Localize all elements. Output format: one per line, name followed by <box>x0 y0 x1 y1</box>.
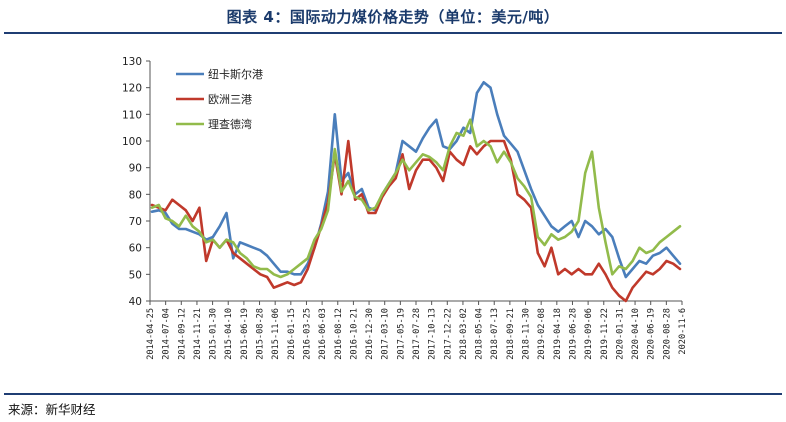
source-note: 来源：新华财经 <box>8 402 96 417</box>
x-tick-label: 2018-03-02 <box>459 308 469 360</box>
x-tick-label: 2015-08-28 <box>256 308 266 360</box>
x-tick-label: 2020-01-31 <box>615 308 625 360</box>
x-tick-label: 2018-11-30 <box>522 308 532 360</box>
x-tick-label: 2016-03-25 <box>302 308 312 360</box>
y-tick-label: 130 <box>122 56 142 68</box>
legend-label-1: 纽卡斯尔港 <box>208 67 263 81</box>
x-tick-label: 2014-04-25 <box>146 308 156 360</box>
series-line-2 <box>150 139 682 303</box>
y-tick-label: 80 <box>129 189 142 201</box>
series-line-3 <box>150 118 682 279</box>
legend-label-2: 欧洲三港 <box>208 93 252 106</box>
x-tick-label: 2018-07-13 <box>490 308 500 360</box>
y-tick-label: 100 <box>122 136 142 148</box>
top-rule <box>4 32 782 34</box>
x-tick-label: 2015-04-10 <box>224 308 234 360</box>
x-tick-label: 2018-09-21 <box>506 308 516 360</box>
x-tick-label: 2019-06-28 <box>568 308 578 360</box>
axes: 40 50 60 70 80 90 100 110 120 130 2014-04-25 2014-0… <box>122 56 688 360</box>
y-tick-label: 60 <box>129 243 142 255</box>
x-tick-label: 2019-02-08 <box>537 308 547 360</box>
x-tick-label: 2017-03-10 <box>381 308 391 360</box>
bottom-rule <box>4 393 782 395</box>
series-line-1 <box>150 81 682 279</box>
x-tick-label: 2015-06-19 <box>240 308 250 360</box>
x-tick-label: 2018-05-04 <box>475 308 485 360</box>
x-tick-label: 2017-12-22 <box>443 308 453 360</box>
y-tick-label: 50 <box>129 269 142 281</box>
y-tick-label: 120 <box>122 83 142 95</box>
y-tick-label: 40 <box>129 296 142 308</box>
x-tick-label: 2020-08-28 <box>662 308 672 360</box>
x-tick-label: 2020-04-10 <box>631 308 641 360</box>
x-tick-label: 2016-08-12 <box>334 308 344 360</box>
x-tick-label: 2019-09-06 <box>584 308 594 360</box>
y-tick-label: 90 <box>129 163 142 175</box>
x-tick-label: 2017-07-28 <box>412 308 422 360</box>
series-layer <box>150 81 682 303</box>
x-tick-label: 2014-11-21 <box>193 308 203 360</box>
y-tick-label: 110 <box>122 109 142 121</box>
x-tick-label: 2016-12-30 <box>365 308 375 360</box>
x-tick-label: 2017-10-13 <box>428 308 438 360</box>
x-tick-label: 2014-09-12 <box>177 308 187 360</box>
x-tick-label: 2020-11-6 <box>678 308 688 355</box>
x-tick-label: 2016-10-21 <box>349 308 359 360</box>
x-tick-label: 2019-04-18 <box>553 308 563 360</box>
x-tick-label: 2016-01-15 <box>287 308 297 360</box>
x-tick-label: 2017-05-19 <box>396 308 406 360</box>
x-tick-label: 2019-11-22 <box>600 308 610 360</box>
legend-label-3: 理查德湾 <box>208 117 252 131</box>
x-tick-label: 2016-06-03 <box>318 308 328 360</box>
x-tick-label: 2015-11-06 <box>271 308 281 360</box>
chart-title: 图表 4：国际动力煤价格走势（单位：美元/吨） <box>226 8 560 26</box>
x-tick-label: 2015-01-30 <box>209 308 219 360</box>
y-tick-label: 70 <box>129 216 142 228</box>
x-tick-label: 2020-06-19 <box>647 308 657 360</box>
x-tick-label: 2014-07-04 <box>162 308 172 360</box>
